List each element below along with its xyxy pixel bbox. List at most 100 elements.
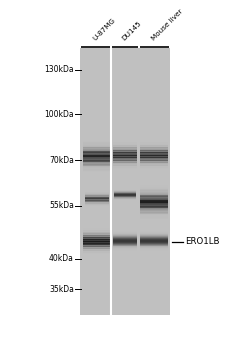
Bar	[113, 152, 137, 153]
Bar	[83, 253, 110, 254]
Bar	[140, 169, 167, 170]
Bar	[140, 199, 167, 200]
Bar	[113, 249, 137, 250]
Bar	[83, 239, 110, 240]
Bar	[83, 231, 110, 232]
Bar	[84, 195, 109, 196]
Bar	[84, 203, 109, 204]
Bar	[113, 154, 137, 155]
Bar	[140, 167, 167, 168]
Bar	[83, 150, 109, 151]
Bar	[83, 149, 109, 150]
Bar	[140, 206, 167, 208]
Bar	[140, 193, 167, 194]
Bar	[84, 191, 109, 192]
Bar	[140, 235, 167, 236]
Bar	[84, 205, 109, 206]
Bar	[83, 247, 110, 248]
Bar	[140, 152, 167, 153]
Bar	[140, 141, 167, 142]
Bar	[114, 189, 135, 190]
Bar	[140, 187, 167, 188]
Bar	[83, 165, 109, 166]
Bar	[140, 162, 167, 163]
Bar	[140, 158, 167, 159]
Bar	[140, 201, 167, 203]
Bar	[140, 238, 167, 239]
Bar	[83, 230, 110, 231]
Bar	[113, 248, 137, 250]
Bar	[114, 193, 135, 194]
Bar	[140, 147, 167, 148]
Bar	[140, 236, 167, 237]
Text: 40kDa: 40kDa	[49, 254, 74, 263]
Bar	[140, 217, 167, 219]
Bar	[113, 242, 137, 243]
Bar	[140, 145, 167, 146]
Bar	[83, 155, 109, 157]
Bar	[113, 166, 137, 167]
Bar	[83, 144, 109, 145]
Bar	[140, 148, 167, 149]
Bar	[140, 241, 167, 242]
Bar	[140, 234, 167, 235]
Bar	[140, 239, 167, 240]
Bar	[83, 164, 109, 166]
Bar	[113, 236, 137, 237]
Bar	[114, 190, 135, 191]
Bar	[140, 168, 167, 169]
Bar	[83, 142, 109, 144]
Bar	[83, 241, 110, 242]
Bar	[140, 160, 167, 161]
Bar	[140, 185, 167, 186]
Bar	[84, 204, 109, 205]
Text: 70kDa: 70kDa	[49, 155, 74, 164]
Bar	[140, 160, 167, 161]
Bar	[113, 142, 137, 144]
Bar	[83, 145, 109, 146]
Bar	[83, 172, 109, 173]
Bar	[113, 163, 137, 164]
Bar	[113, 236, 137, 237]
Bar	[113, 157, 137, 158]
Bar	[83, 237, 110, 238]
Bar	[113, 240, 137, 241]
Bar	[113, 241, 137, 242]
Bar	[113, 246, 137, 247]
Bar	[140, 196, 167, 197]
Bar	[140, 246, 167, 247]
Bar	[113, 169, 137, 170]
Bar	[113, 158, 137, 159]
Bar	[114, 190, 135, 191]
Bar	[140, 240, 167, 241]
Bar	[83, 171, 109, 172]
Bar	[140, 154, 167, 155]
Bar	[83, 164, 109, 165]
Bar	[140, 190, 167, 191]
Bar	[140, 142, 167, 143]
Bar	[113, 244, 137, 245]
Bar	[140, 245, 167, 246]
Bar	[140, 164, 167, 166]
Bar	[140, 189, 167, 191]
Bar	[140, 211, 167, 213]
Bar	[113, 232, 137, 233]
Bar	[140, 146, 167, 147]
Bar	[140, 240, 167, 241]
Bar	[83, 169, 109, 170]
Bar	[84, 197, 109, 198]
Text: ERO1LB: ERO1LB	[184, 237, 218, 246]
Bar	[114, 192, 135, 193]
Bar	[83, 246, 110, 247]
Bar	[140, 244, 167, 245]
Bar	[84, 198, 109, 199]
Bar	[113, 145, 137, 146]
Bar	[83, 238, 110, 239]
Bar	[140, 214, 167, 215]
Bar	[113, 160, 137, 161]
Bar	[140, 167, 167, 168]
Bar	[140, 204, 167, 205]
Bar	[114, 196, 135, 197]
Bar	[84, 198, 109, 199]
Bar	[83, 232, 110, 233]
